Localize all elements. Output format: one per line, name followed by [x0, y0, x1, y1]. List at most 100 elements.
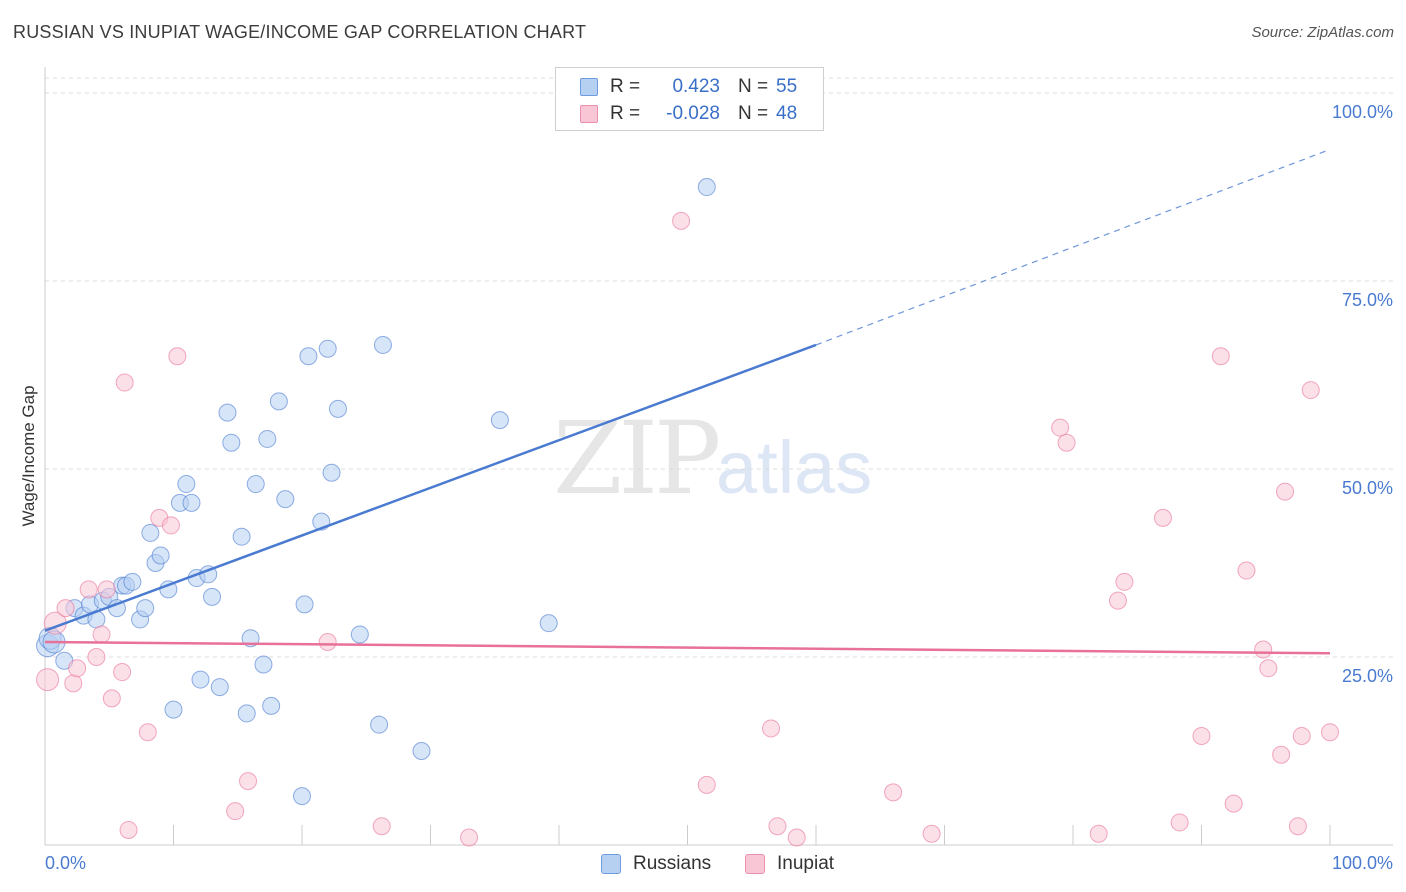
point-inupiat: [168, 347, 187, 366]
source-credit: Source: ZipAtlas.com: [1251, 24, 1394, 41]
point-russians: [370, 715, 389, 734]
y-tick-label: 50.0%: [1342, 478, 1393, 498]
point-inupiat: [1224, 794, 1243, 813]
point-inupiat: [1153, 508, 1172, 527]
x-tick-label: 100.0%: [1332, 853, 1393, 873]
point-russians: [293, 787, 311, 806]
correlation-legend: R = 0.423 N = 55 R = -0.028 N = 48: [555, 67, 824, 131]
point-inupiat: [1211, 347, 1230, 366]
point-inupiat: [87, 648, 106, 667]
point-inupiat: [1259, 659, 1278, 678]
point-russians: [237, 704, 256, 723]
point-russians: [164, 700, 183, 719]
watermark-zip: ZIP: [553, 400, 721, 517]
point-russians: [177, 475, 196, 494]
point-russians: [203, 587, 222, 606]
point-russians: [299, 347, 318, 366]
point-russians: [318, 339, 337, 358]
point-russians: [141, 523, 160, 542]
point-inupiat: [1192, 726, 1211, 745]
point-russians: [123, 572, 142, 591]
point-inupiat: [768, 817, 787, 836]
point-russians: [182, 493, 201, 512]
point-inupiat: [1321, 723, 1339, 742]
point-inupiat: [92, 625, 111, 644]
point-inupiat: [115, 373, 134, 392]
legend-r-value: 0.423: [672, 76, 720, 97]
point-russians: [697, 178, 716, 197]
point-russians: [262, 696, 281, 715]
legend-row-inupiat: R = -0.028 N = 48: [580, 102, 797, 126]
trendline-inupiat: [44, 640, 1331, 655]
x-tick-label: 0.0%: [45, 853, 86, 873]
point-inupiat: [318, 632, 337, 651]
bottom-legend-label-russians: Russians: [633, 853, 712, 874]
y-axis-label: Wage/Income Gap: [19, 385, 38, 526]
point-russians: [539, 614, 558, 633]
chart-title: RUSSIAN VS INUPIAT WAGE/INCOME GAP CORRE…: [13, 22, 587, 42]
trendline-extension-russians: [815, 148, 1331, 346]
point-inupiat: [1170, 813, 1189, 832]
point-inupiat: [97, 580, 116, 599]
point-russians: [241, 629, 260, 648]
legend-r-label: R =: [610, 103, 641, 124]
point-inupiat: [762, 719, 781, 738]
point-russians: [191, 670, 210, 689]
point-inupiat: [102, 689, 121, 708]
point-russians: [295, 595, 314, 614]
point-russians: [258, 429, 277, 448]
y-tick-label: 100.0%: [1332, 102, 1393, 122]
point-russians: [254, 655, 273, 674]
point-inupiat: [138, 723, 157, 742]
point-russians: [136, 599, 155, 618]
point-inupiat: [1057, 433, 1076, 452]
point-inupiat: [787, 828, 806, 847]
point-inupiat: [161, 516, 180, 535]
point-inupiat: [1237, 561, 1256, 580]
point-russians: [218, 403, 237, 422]
point-inupiat: [884, 783, 903, 802]
point-russians: [222, 433, 241, 452]
point-russians: [276, 490, 295, 509]
point-inupiat: [1051, 418, 1070, 437]
point-inupiat: [1108, 591, 1127, 610]
legend-row-russians: R = 0.423 N = 55: [580, 75, 797, 99]
point-russians: [210, 678, 229, 697]
point-inupiat: [239, 772, 258, 791]
point-russians: [350, 625, 369, 644]
point-inupiat: [1292, 726, 1311, 745]
legend-swatch-russians: [580, 78, 598, 96]
point-inupiat: [1089, 824, 1108, 843]
point-inupiat: [1115, 572, 1134, 591]
point-russians: [490, 411, 509, 430]
bottom-legend-swatch-inupiat: [745, 854, 765, 874]
point-inupiat: [697, 775, 716, 794]
legend-n-value: 55: [776, 76, 798, 97]
y-tick-label: 75.0%: [1342, 290, 1393, 310]
point-inupiat: [56, 599, 75, 618]
watermark-atlas: atlas: [716, 426, 873, 509]
point-russians: [412, 742, 431, 761]
trendline-russians: [44, 343, 817, 632]
point-russians: [246, 475, 265, 494]
point-inupiat: [460, 828, 479, 847]
bottom-legend-swatch-russians: [601, 854, 621, 874]
y-tick-label: 25.0%: [1342, 666, 1393, 686]
point-inupiat: [1276, 482, 1295, 501]
point-russians: [322, 463, 341, 482]
bottom-legend-label-inupiat: Inupiat: [777, 853, 835, 874]
point-inupiat: [64, 674, 83, 693]
legend-n-label: N =: [738, 103, 769, 124]
legend-r-label: R =: [610, 76, 641, 97]
point-russians: [373, 335, 392, 354]
point-inupiat: [372, 817, 391, 836]
point-inupiat: [922, 824, 941, 843]
point-inupiat: [113, 663, 132, 682]
point-inupiat: [672, 211, 691, 230]
legend-n-label: N =: [738, 76, 769, 97]
point-russians: [269, 392, 288, 411]
point-inupiat: [36, 668, 60, 692]
point-inupiat: [1272, 745, 1291, 764]
legend-n-value: 48: [776, 103, 798, 124]
